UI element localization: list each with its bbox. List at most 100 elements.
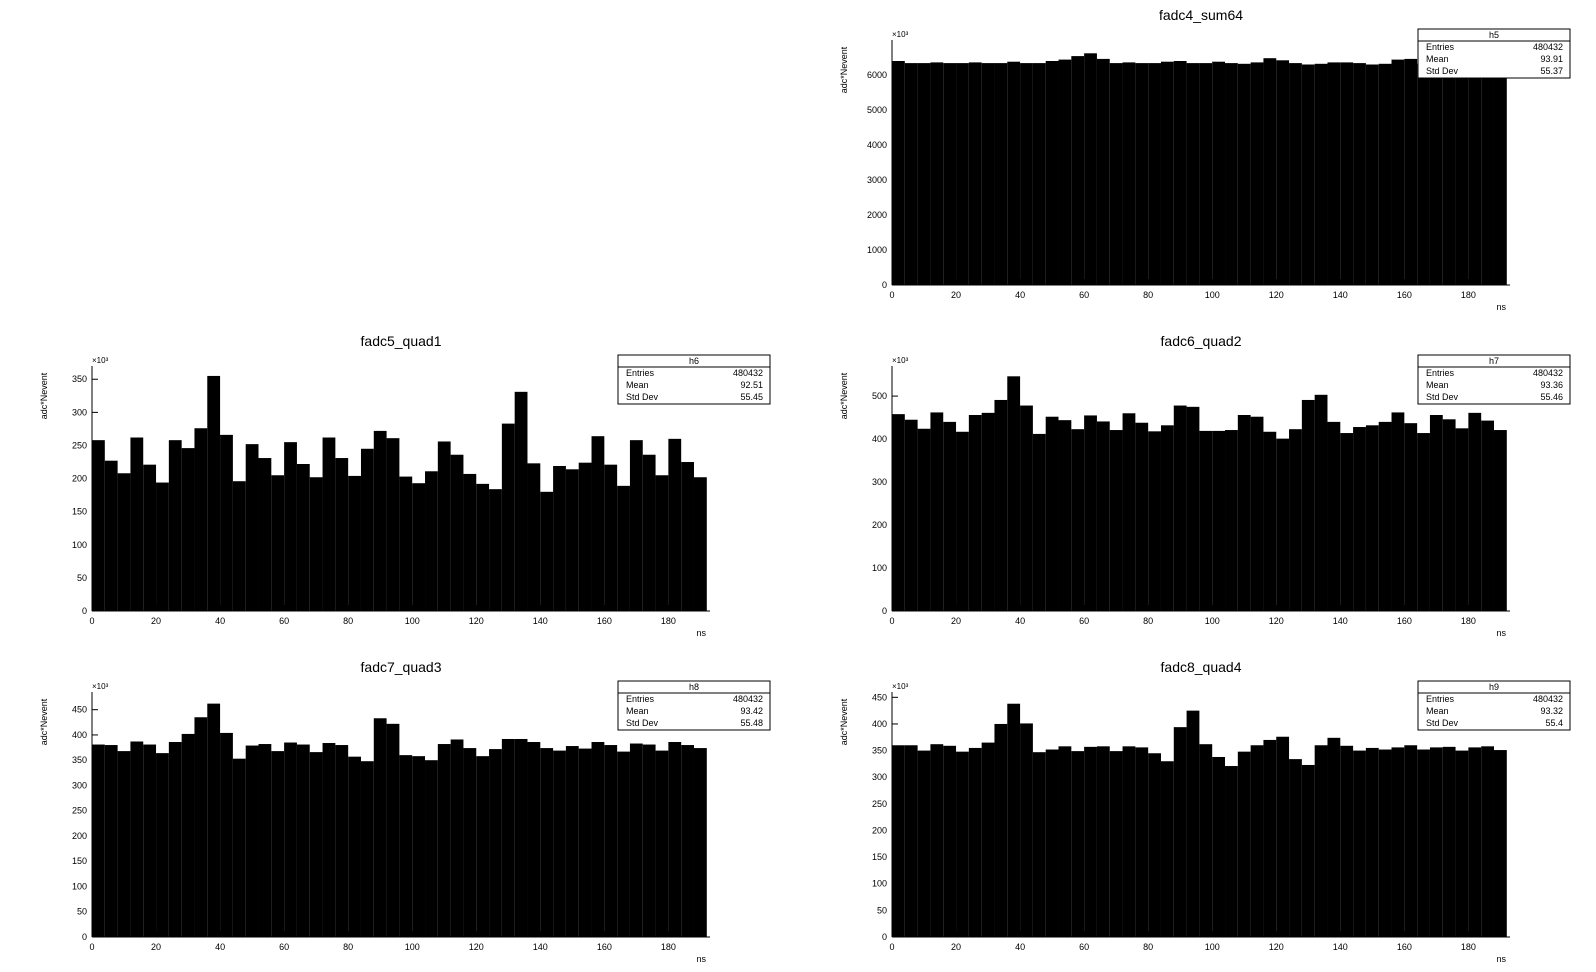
histogram-bar: [194, 428, 208, 611]
histogram-bar: [693, 748, 707, 937]
y-tick-label: 50: [877, 905, 887, 915]
histogram-bar: [386, 723, 400, 937]
histogram-bar: [1481, 63, 1494, 285]
histogram-bars: [92, 703, 707, 937]
y-tick-label: 400: [72, 730, 87, 740]
histogram-bar: [904, 419, 918, 611]
histogram-bar: [1417, 749, 1430, 937]
histogram-panel-fadc8_quad4: fadc8_quad4 0 20 40 60 80 100 120 140 160 180 0 50 10…: [839, 659, 1571, 964]
histogram-bar: [1122, 413, 1136, 611]
stats-box-frame: [1417, 354, 1571, 405]
histogram-bar: [220, 732, 233, 937]
histogram-bar: [360, 448, 374, 611]
y-tick-label: 200: [72, 831, 87, 841]
y-tick-label: 6000: [867, 70, 887, 80]
stats-label: Entries: [626, 368, 655, 378]
histogram-bar: [1007, 61, 1021, 286]
y-tick-label: 50: [77, 573, 87, 583]
histogram-bar: [463, 473, 477, 611]
histogram-bar: [1263, 739, 1277, 937]
histogram-bar: [1353, 750, 1366, 937]
histogram-bar: [1276, 60, 1290, 285]
histogram-bar: [917, 750, 931, 937]
histogram-bar: [1391, 412, 1405, 611]
histogram-bar: [1481, 746, 1494, 937]
y-tick-label: 350: [872, 746, 887, 756]
y-tick-label: 250: [72, 440, 87, 450]
x-tick-label: 0: [89, 616, 94, 626]
y-tick-label: 100: [72, 540, 87, 550]
stats-label: Std Dev: [1426, 718, 1459, 728]
stats-label: Entries: [626, 694, 655, 704]
y-axis-title: adc*Nevent: [839, 372, 849, 419]
x-tick-label: 80: [343, 616, 353, 626]
histogram-bar: [968, 62, 982, 286]
histogram-bar: [1032, 63, 1046, 285]
stats-name: h6: [689, 356, 699, 366]
histogram-bar: [92, 744, 105, 937]
stats-name: h9: [1489, 682, 1499, 692]
stats-value: 480432: [1533, 694, 1563, 704]
histogram-bar: [1071, 751, 1085, 937]
histogram-bar: [1404, 745, 1418, 937]
histogram-bar: [668, 742, 682, 937]
stats-value: 55.37: [1540, 66, 1563, 76]
histogram-bar: [591, 742, 605, 937]
histogram-bar: [1148, 753, 1161, 937]
x-tick-label: 100: [405, 616, 420, 626]
stats-value: 480432: [1533, 368, 1563, 378]
histogram-bar: [956, 431, 969, 611]
histogram-bar: [578, 462, 592, 611]
y-axis-title: adc*Nevent: [39, 372, 49, 419]
y-tick-label: 0: [882, 280, 887, 290]
x-tick-label: 120: [1269, 616, 1284, 626]
x-tick-label: 60: [1079, 290, 1089, 300]
histogram-bar: [130, 741, 144, 937]
histogram-bar: [1237, 751, 1251, 937]
y-tick-label: 250: [72, 806, 87, 816]
histogram-bar: [489, 489, 502, 611]
x-tick-label: 20: [151, 616, 161, 626]
y-tick-label: 500: [872, 391, 887, 401]
histogram-bar: [1173, 61, 1187, 285]
y-tick-label: 4000: [867, 140, 887, 150]
histogram-bar: [373, 718, 387, 937]
histogram-bar: [425, 471, 438, 611]
histogram-bars: [892, 53, 1507, 286]
histogram-bar: [1071, 429, 1085, 611]
histogram-bar: [943, 63, 957, 285]
stats-value: 93.36: [1540, 380, 1563, 390]
histogram-bar: [489, 749, 502, 937]
histogram-bar: [1417, 433, 1430, 611]
histogram-bar: [514, 391, 528, 611]
histogram-bar: [1186, 406, 1200, 611]
x-tick-label: 180: [661, 942, 676, 952]
y-tick-label: 2000: [867, 210, 887, 220]
histogram-bar: [258, 458, 272, 611]
histogram-bar: [1032, 752, 1046, 937]
x-tick-label: 20: [951, 616, 961, 626]
histogram-bar: [943, 745, 957, 937]
histogram-bar: [1378, 63, 1392, 285]
histogram-bar: [1301, 399, 1315, 611]
y-tick-label: 0: [82, 606, 87, 616]
histogram-bar: [181, 448, 195, 611]
histogram-bar: [1493, 750, 1507, 937]
histogram-bar: [1493, 63, 1507, 285]
y-tick-label: 1000: [867, 245, 887, 255]
histogram-bar: [1404, 58, 1418, 286]
x-tick-label: 40: [1015, 616, 1025, 626]
histogram-bar: [1058, 420, 1072, 611]
histogram-bar: [258, 744, 272, 937]
y-tick-label: 200: [872, 825, 887, 835]
histogram-bar: [1353, 427, 1366, 611]
histogram-bar: [1122, 62, 1136, 286]
histogram-bar: [892, 414, 905, 611]
histogram-bar: [1455, 750, 1469, 937]
x-tick-label: 100: [1205, 942, 1220, 952]
histogram-bar: [981, 742, 995, 937]
histogram-bar: [642, 744, 656, 937]
histogram-bar: [1442, 419, 1456, 611]
x-tick-label: 180: [1461, 616, 1476, 626]
histogram-bar: [1096, 421, 1110, 611]
